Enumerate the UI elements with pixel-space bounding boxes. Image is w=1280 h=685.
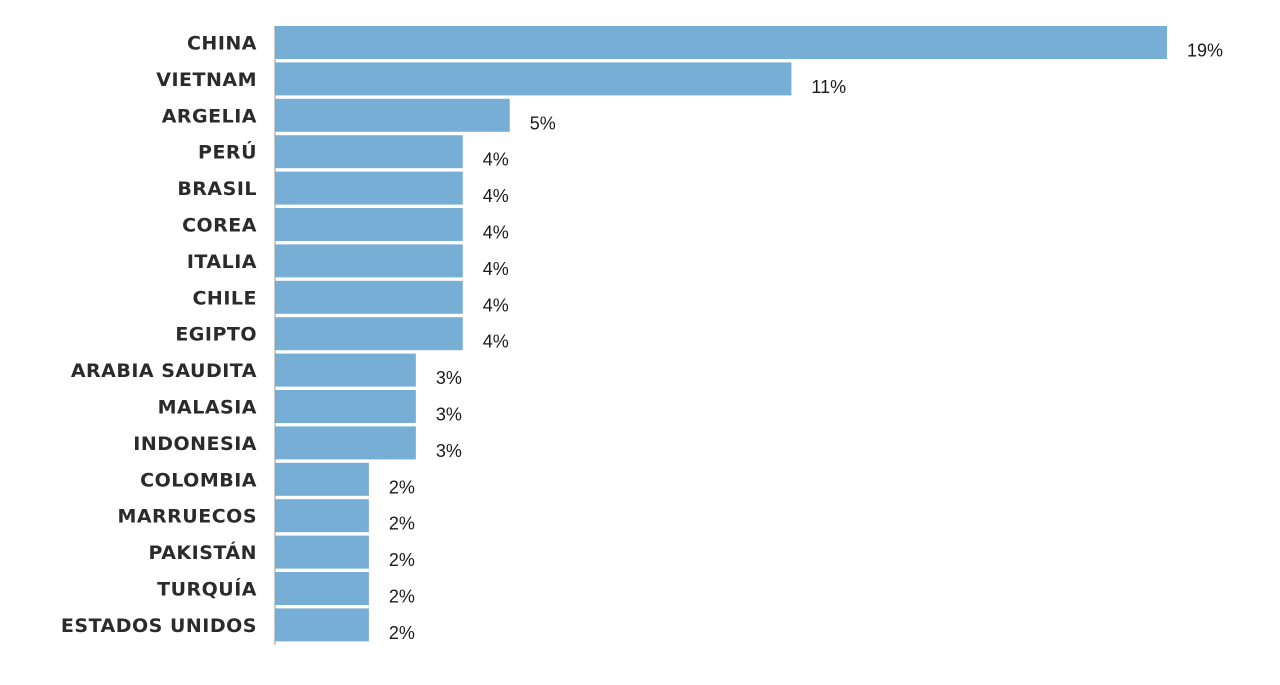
bar-indonesia <box>275 426 416 460</box>
category-label-egipto: EGIPTO <box>175 324 257 346</box>
bar-malasia <box>275 390 416 423</box>
value-label-estados-unidos: 2% <box>389 623 415 643</box>
bar-marruecos <box>275 499 369 533</box>
category-label-marruecos: MARRUECOS <box>117 506 257 528</box>
bar-arabia-saudita <box>275 353 416 387</box>
value-label-corea: 4% <box>483 223 509 243</box>
category-label-chile: CHILE <box>192 287 257 309</box>
bar-pakistan <box>275 535 369 569</box>
bar-corea <box>275 208 463 241</box>
category-label-arabia-saudita: ARABIA SAUDITA <box>71 360 257 382</box>
bar-turquia <box>275 572 369 605</box>
bar-china <box>275 26 1167 59</box>
bar-peru <box>275 135 463 169</box>
category-label-corea: COREA <box>182 215 257 237</box>
category-label-vietnam: VIETNAM <box>156 69 257 91</box>
value-label-chile: 4% <box>483 295 509 315</box>
bar-vietnam <box>275 62 792 96</box>
value-label-egipto: 4% <box>483 332 509 352</box>
category-label-peru: PERÚ <box>198 140 257 164</box>
category-label-indonesia: INDONESIA <box>133 433 257 455</box>
value-label-colombia: 2% <box>389 477 415 497</box>
bar-egipto <box>275 317 463 351</box>
value-label-brasil: 4% <box>483 186 509 206</box>
category-label-pakistan: PAKISTÁN <box>149 541 257 564</box>
value-label-china: 19% <box>1187 41 1223 61</box>
bar-colombia <box>275 462 369 496</box>
category-label-turquia: TURQUÍA <box>157 578 257 601</box>
bar-argelia <box>275 98 510 132</box>
category-label-malasia: MALASIA <box>158 397 257 419</box>
category-label-estados-unidos: ESTADOS UNIDOS <box>61 615 257 637</box>
value-label-italia: 4% <box>483 259 509 279</box>
category-labels: CHINA VIETNAM ARGELIA PERÚ BRASIL COREA ITALIA… <box>61 33 257 637</box>
value-label-vietnam: 11% <box>811 77 846 97</box>
category-label-brasil: BRASIL <box>177 178 257 200</box>
category-label-italia: ITALIA <box>187 251 257 273</box>
value-label-argelia: 5% <box>530 113 556 133</box>
value-label-malasia: 3% <box>436 405 462 425</box>
value-label-peru: 4% <box>483 150 509 170</box>
value-label-arabia-saudita: 3% <box>436 368 462 388</box>
value-label-marruecos: 2% <box>389 514 415 534</box>
bar-italia <box>275 244 463 278</box>
bar-chile <box>275 280 463 314</box>
value-label-turquia: 2% <box>389 587 415 607</box>
category-label-argelia: ARGELIA <box>162 105 257 127</box>
bars-layer <box>275 26 1167 642</box>
category-label-colombia: COLOMBIA <box>140 469 257 491</box>
value-label-pakistan: 2% <box>389 550 415 570</box>
category-label-china: CHINA <box>187 33 257 55</box>
bar-estados-unidos <box>275 608 369 642</box>
value-labels: 19% 11% 5% 4% 4% 4% 4% 4% 4% 3% 3% 3% 2% 2% 2% 2% 2% <box>389 41 1223 643</box>
value-label-indonesia: 3% <box>436 441 462 461</box>
bar-brasil <box>275 171 463 205</box>
